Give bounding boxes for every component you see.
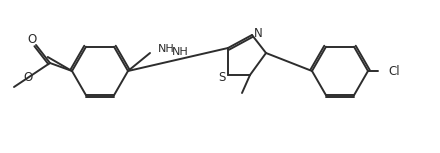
Text: O: O [27, 32, 37, 45]
Text: S: S [218, 71, 226, 84]
Text: NH: NH [172, 47, 188, 56]
Text: NH: NH [158, 44, 175, 54]
Text: O: O [23, 71, 33, 84]
Text: Cl: Cl [388, 65, 400, 78]
Text: N: N [253, 26, 262, 39]
